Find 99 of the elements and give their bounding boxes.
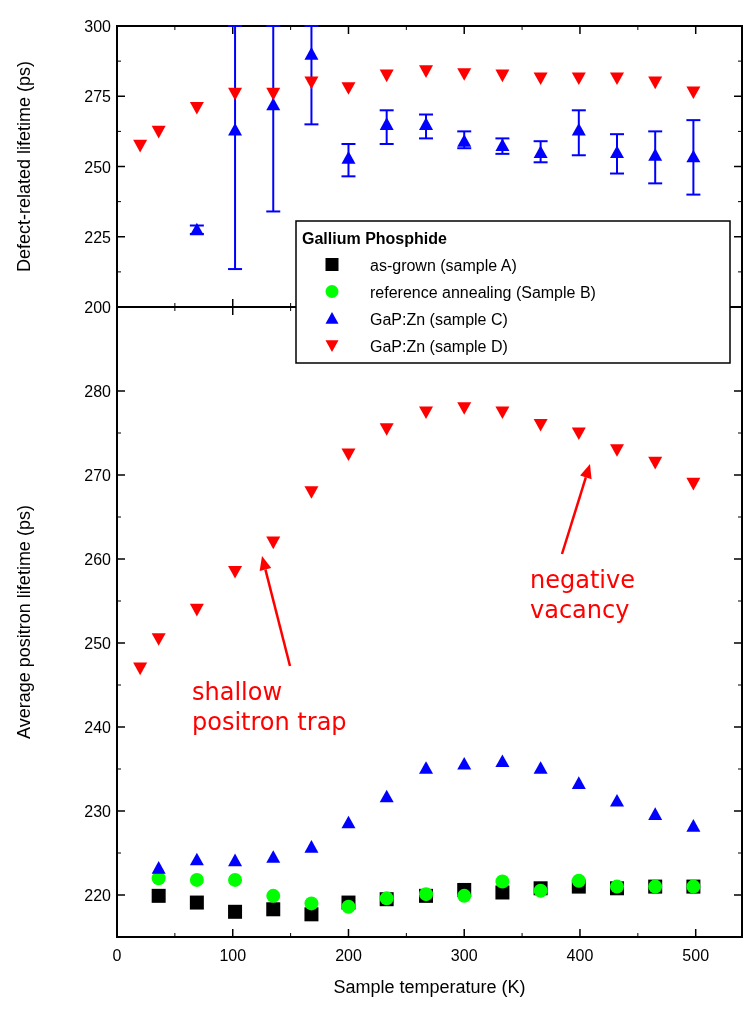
legend-label: GaP:Zn (sample D) [370, 337, 508, 355]
point [228, 872, 243, 887]
y-tick-label: 260 [84, 551, 112, 568]
point [686, 477, 701, 491]
point [189, 603, 204, 617]
y-tick-label: 240 [84, 719, 112, 736]
point [341, 899, 356, 914]
point [533, 145, 548, 159]
point [419, 406, 434, 419]
point [571, 776, 586, 789]
legend-label: as-grown (sample A) [370, 256, 517, 274]
point [686, 86, 701, 100]
point [610, 793, 624, 807]
y-tick-label: 250 [84, 635, 112, 652]
x-tick-label: 300 [450, 947, 478, 964]
point [457, 756, 472, 770]
y-tick-label: 220 [84, 887, 112, 904]
y-axis-title: Defect-related lifetime (ps) [14, 60, 34, 273]
point [304, 76, 319, 90]
point [151, 888, 166, 903]
y-tick-label: 200 [84, 299, 112, 316]
x-tick-label: 400 [566, 947, 594, 964]
point [419, 117, 434, 130]
x-tick-label: 500 [682, 947, 710, 964]
point [304, 840, 319, 853]
legend-label: reference annealing (Sample B) [370, 283, 596, 301]
annotation: negative vacancy [530, 566, 635, 624]
point [686, 819, 701, 832]
y-tick-label: 230 [84, 803, 112, 820]
legend-label: GaP:Zn (sample C) [370, 310, 508, 328]
point [648, 148, 663, 161]
point [304, 47, 319, 60]
y-tick-label: 270 [84, 467, 112, 484]
y-tick-label: 280 [84, 383, 112, 400]
point [228, 853, 243, 867]
x-tick-label: 100 [219, 947, 247, 964]
point [228, 87, 243, 101]
point [379, 69, 394, 83]
point [610, 145, 624, 159]
point [457, 402, 472, 415]
y-axis-title: Average positron lifetime (ps) [14, 505, 34, 739]
point [379, 117, 394, 130]
point [341, 82, 356, 95]
y-tick-label: 225 [84, 228, 112, 246]
point [228, 904, 243, 919]
point [533, 72, 548, 85]
annotation: shallow positron trap [192, 678, 347, 736]
point [189, 101, 204, 115]
point [379, 789, 394, 803]
point [341, 815, 356, 829]
legend-title: Gallium Phosphide [302, 230, 448, 247]
point [495, 69, 510, 83]
point [189, 852, 204, 866]
point [304, 486, 319, 499]
point [133, 139, 148, 153]
point [341, 151, 356, 164]
point [495, 406, 510, 419]
point [571, 873, 586, 888]
point [571, 72, 586, 85]
point [648, 807, 663, 820]
point [495, 754, 510, 768]
point [419, 761, 434, 774]
point [457, 134, 472, 147]
point [133, 662, 148, 676]
y-tick-label: 275 [84, 88, 112, 106]
point [266, 87, 281, 101]
x-tick-label: 0 [112, 947, 122, 964]
point [266, 902, 281, 917]
point [189, 872, 204, 887]
x-axis-title: Sample temperature (K) [333, 977, 526, 997]
point [610, 72, 624, 85]
point [610, 444, 624, 457]
y-tick-label: 300 [84, 18, 112, 35]
point [648, 456, 663, 470]
point [341, 448, 356, 461]
point [151, 125, 166, 139]
point [151, 861, 166, 874]
point [151, 633, 166, 646]
point [648, 76, 663, 90]
point [457, 68, 472, 81]
point [495, 874, 510, 889]
point [228, 566, 243, 579]
point [686, 149, 701, 163]
point [571, 122, 586, 136]
point [266, 536, 281, 550]
point [266, 888, 281, 903]
x-tick-label: 200 [335, 947, 362, 964]
point [533, 761, 548, 774]
point [304, 896, 319, 911]
y-tick-label: 250 [84, 158, 112, 176]
point [533, 419, 548, 432]
point [189, 895, 204, 910]
point [419, 65, 434, 78]
point [266, 97, 281, 111]
point [571, 427, 586, 440]
point [457, 888, 472, 903]
point [228, 122, 243, 136]
point [266, 850, 281, 863]
point [379, 423, 394, 436]
